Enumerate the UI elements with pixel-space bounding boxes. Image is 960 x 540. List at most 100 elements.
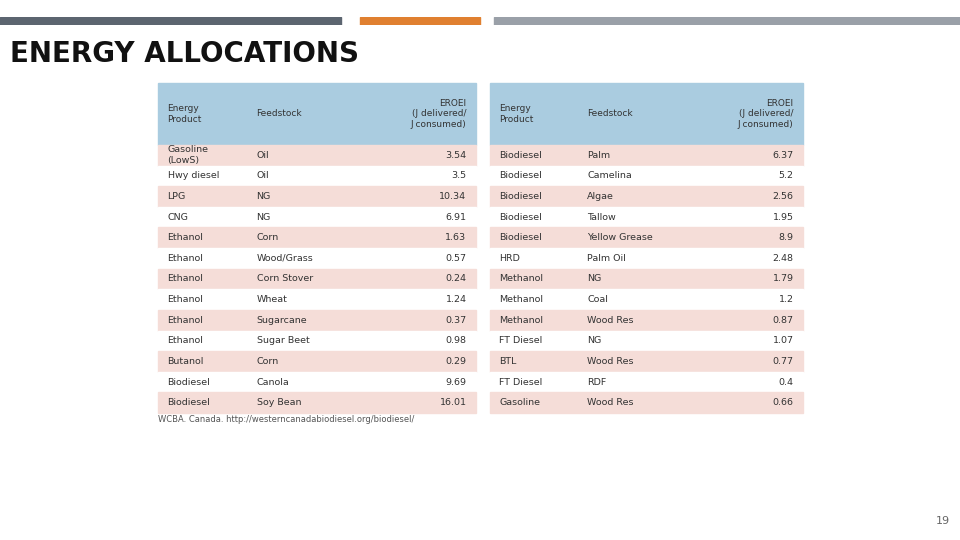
Text: Feedstock: Feedstock [587, 110, 633, 118]
Text: Feedstock: Feedstock [256, 110, 302, 118]
Text: Ethanol: Ethanol [168, 295, 204, 304]
Text: 1.63: 1.63 [445, 233, 467, 242]
Text: Algae: Algae [587, 192, 613, 201]
Text: Sugar Beet: Sugar Beet [256, 336, 309, 345]
Bar [490, 372, 803, 393]
Text: BTL: BTL [499, 357, 516, 366]
Text: Ethanol: Ethanol [168, 336, 204, 345]
Text: Tallow: Tallow [587, 213, 615, 221]
Text: Hwy diesel: Hwy diesel [168, 171, 219, 180]
Text: 5.2: 5.2 [779, 171, 794, 180]
Text: Wheat: Wheat [256, 295, 287, 304]
Text: Biodiesel: Biodiesel [499, 151, 542, 160]
Text: RDF: RDF [587, 377, 607, 387]
Text: Methanol: Methanol [499, 295, 543, 304]
Text: Biodiesel: Biodiesel [499, 171, 542, 180]
Bar [360, 17, 480, 25]
Text: ENERGY ALLOCATIONS: ENERGY ALLOCATIONS [10, 40, 359, 68]
Bar [490, 351, 803, 372]
Text: NG: NG [256, 192, 271, 201]
Bar [490, 289, 803, 310]
Text: 2.56: 2.56 [773, 192, 794, 201]
Text: 0.24: 0.24 [445, 274, 467, 284]
Text: Methanol: Methanol [499, 274, 543, 284]
Text: 6.91: 6.91 [445, 213, 467, 221]
Text: Corn: Corn [256, 233, 278, 242]
Bar [158, 393, 476, 413]
Text: Soy Bean: Soy Bean [256, 398, 301, 407]
Text: 19: 19 [936, 516, 950, 526]
Text: Wood Res: Wood Res [587, 316, 634, 325]
Text: Gasoline
(LowS): Gasoline (LowS) [168, 145, 208, 165]
Text: Butanol: Butanol [168, 357, 204, 366]
Text: Palm Oil: Palm Oil [587, 254, 626, 263]
Text: Ethanol: Ethanol [168, 316, 204, 325]
Text: 1.24: 1.24 [445, 295, 467, 304]
Bar [490, 310, 803, 330]
Bar [490, 186, 803, 207]
Text: Biodiesel: Biodiesel [168, 377, 210, 387]
Text: 0.66: 0.66 [773, 398, 794, 407]
Text: 0.57: 0.57 [445, 254, 467, 263]
Bar [158, 165, 476, 186]
Text: Coal: Coal [587, 295, 608, 304]
Text: NG: NG [587, 274, 601, 284]
Text: Corn Stover: Corn Stover [256, 274, 313, 284]
Text: 0.77: 0.77 [773, 357, 794, 366]
Text: 6.37: 6.37 [773, 151, 794, 160]
Text: 1.07: 1.07 [773, 336, 794, 345]
Text: Oil: Oil [256, 171, 269, 180]
Text: Corn: Corn [256, 357, 278, 366]
Text: Biodiesel: Biodiesel [168, 398, 210, 407]
Text: Soybean has a much higher net energy balance as compared to various: Soybean has a much higher net energy bal… [54, 447, 906, 470]
Text: Oil: Oil [256, 151, 269, 160]
Text: Ethanol: Ethanol [168, 274, 204, 284]
Text: Yellow Grease: Yellow Grease [587, 233, 653, 242]
Bar [494, 17, 960, 25]
Text: Palm: Palm [587, 151, 611, 160]
Bar [158, 83, 476, 145]
Bar [158, 372, 476, 393]
Bar [158, 268, 476, 289]
Text: Sugarcane: Sugarcane [256, 316, 307, 325]
Bar [490, 145, 803, 165]
Text: 0.37: 0.37 [445, 316, 467, 325]
Bar [158, 227, 476, 248]
Bar [490, 393, 803, 413]
Text: 2.48: 2.48 [773, 254, 794, 263]
Text: Energy
Product: Energy Product [499, 104, 534, 124]
Text: Wood Res: Wood Res [587, 398, 634, 407]
Text: Gasoline: Gasoline [499, 398, 540, 407]
Text: 10.34: 10.34 [440, 192, 467, 201]
Bar [490, 248, 803, 268]
Text: Ethanol: Ethanol [168, 233, 204, 242]
Text: Biodiesel: Biodiesel [499, 233, 542, 242]
Text: FT Diesel: FT Diesel [499, 377, 542, 387]
Text: Methanol: Methanol [499, 316, 543, 325]
Text: Ethanol: Ethanol [168, 254, 204, 263]
Text: 1.95: 1.95 [773, 213, 794, 221]
Text: CNG: CNG [168, 213, 188, 221]
Text: 0.29: 0.29 [445, 357, 467, 366]
Text: 0.4: 0.4 [779, 377, 794, 387]
Text: HRD: HRD [499, 254, 520, 263]
Bar [490, 268, 803, 289]
Text: FT Diesel: FT Diesel [499, 336, 542, 345]
Text: 0.98: 0.98 [445, 336, 467, 345]
Text: Biodiesel: Biodiesel [499, 192, 542, 201]
Text: WCBA. Canada. http://westerncanadabiodiesel.org/biodiesel/: WCBA. Canada. http://westerncanadabiodie… [158, 415, 415, 424]
Text: Canola: Canola [256, 377, 289, 387]
Bar [490, 83, 803, 145]
Bar [490, 165, 803, 186]
Bar [0, 17, 341, 25]
Bar [158, 351, 476, 372]
Text: 1.79: 1.79 [773, 274, 794, 284]
Text: Wood/Grass: Wood/Grass [256, 254, 313, 263]
Text: 9.69: 9.69 [445, 377, 467, 387]
Text: Camelina: Camelina [587, 171, 632, 180]
Text: Wood Res: Wood Res [587, 357, 634, 366]
Bar [158, 310, 476, 330]
Bar [158, 145, 476, 165]
Text: 8.9: 8.9 [779, 233, 794, 242]
Bar [490, 330, 803, 351]
